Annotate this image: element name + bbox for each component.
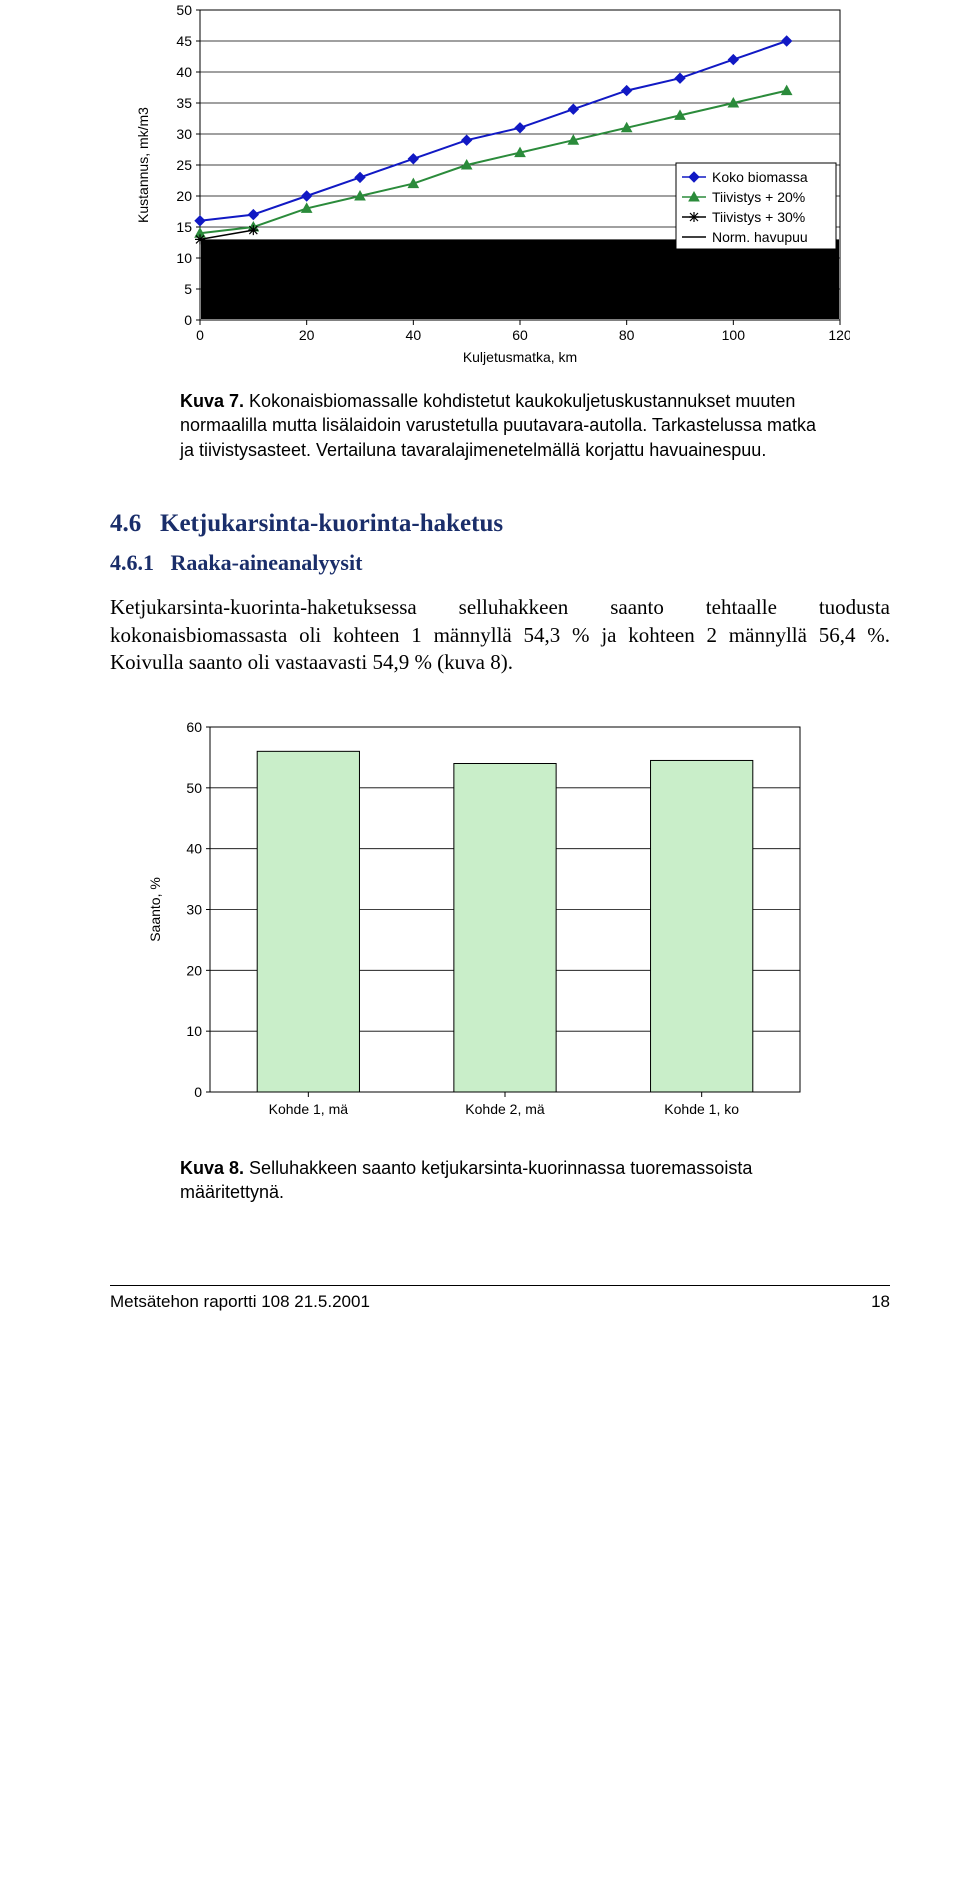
svg-text:Saanto, %: Saanto, % — [147, 877, 163, 942]
svg-text:Koko biomassa: Koko biomassa — [712, 169, 808, 185]
svg-text:40: 40 — [176, 64, 192, 80]
svg-text:20: 20 — [186, 962, 202, 978]
svg-text:35: 35 — [176, 95, 192, 111]
svg-text:30: 30 — [176, 126, 192, 142]
svg-text:40: 40 — [186, 841, 202, 857]
svg-text:60: 60 — [512, 327, 528, 343]
figure8-caption: Kuva 8. Selluhakkeen saanto ketjukarsint… — [180, 1156, 820, 1205]
footer-right: 18 — [871, 1292, 890, 1312]
figure7-text: Kokonaisbiomassalle kohdistetut kaukokul… — [180, 391, 816, 460]
svg-text:50: 50 — [186, 780, 202, 796]
svg-text:0: 0 — [194, 1084, 202, 1100]
subsection-heading-4-6-1: 4.6.1 Raaka-aineanalyysit — [110, 550, 890, 576]
chart2-svg: 0 10 20 30 40 50 60 Kohde 1, mä Kohde 2, mä Kohde… — [140, 717, 820, 1137]
svg-text:Kohde 2, mä: Kohde 2, mä — [465, 1101, 545, 1117]
svg-text:Norm. havupuu: Norm. havupuu — [712, 229, 808, 245]
svg-text:30: 30 — [186, 902, 202, 918]
page-footer: Metsätehon raportti 108 21.5.2001 18 — [110, 1292, 890, 1312]
svg-text:60: 60 — [186, 719, 202, 735]
figure7-label: Kuva 7. — [180, 391, 244, 411]
line-chart-kuljetusmatka: 0 5 10 15 20 25 30 35 40 45 50 0 20 40 60 80 100 120 Koko … — [130, 0, 890, 375]
svg-text:Kohde 1, mä: Kohde 1, mä — [269, 1101, 349, 1117]
svg-text:Tiivistys + 20%: Tiivistys + 20% — [712, 189, 805, 205]
svg-text:45: 45 — [176, 33, 192, 49]
svg-text:80: 80 — [619, 327, 635, 343]
chart1-svg: 0 5 10 15 20 25 30 35 40 45 50 0 20 40 60 80 100 120 Koko … — [130, 0, 850, 370]
section-heading-4-6: 4.6 Ketjukarsinta-kuorinta-haketus — [110, 510, 890, 538]
svg-text:25: 25 — [176, 157, 192, 173]
bar-chart-saanto: 0 10 20 30 40 50 60 Kohde 1, mä Kohde 2, mä Kohde… — [140, 717, 890, 1142]
svg-text:Kustannus, mk/m3: Kustannus, mk/m3 — [135, 107, 151, 223]
footer-left: Metsätehon raportti 108 21.5.2001 — [110, 1292, 370, 1312]
svg-text:Tiivistys + 30%: Tiivistys + 30% — [712, 209, 805, 225]
figure8-text: Selluhakkeen saanto ketjukarsinta-kuorin… — [180, 1158, 752, 1202]
svg-text:Kohde 1, ko: Kohde 1, ko — [664, 1101, 739, 1117]
svg-text:0: 0 — [184, 312, 192, 328]
svg-text:0: 0 — [196, 327, 204, 343]
figure8-label: Kuva 8. — [180, 1158, 244, 1178]
svg-text:50: 50 — [176, 2, 192, 18]
svg-text:40: 40 — [406, 327, 422, 343]
svg-text:5: 5 — [184, 281, 192, 297]
svg-text:120: 120 — [828, 327, 850, 343]
svg-text:10: 10 — [176, 250, 192, 266]
figure7-caption: Kuva 7. Kokonaisbiomassalle kohdistetut … — [180, 389, 820, 462]
svg-text:Kuljetusmatka, km: Kuljetusmatka, km — [463, 349, 577, 365]
svg-text:15: 15 — [176, 219, 192, 235]
body-paragraph: Ketjukarsinta-kuorinta-haketuksessa sell… — [110, 594, 890, 677]
footer-rule — [110, 1285, 890, 1286]
svg-text:100: 100 — [722, 327, 746, 343]
svg-text:10: 10 — [186, 1023, 202, 1039]
svg-text:20: 20 — [299, 327, 315, 343]
svg-text:20: 20 — [176, 188, 192, 204]
